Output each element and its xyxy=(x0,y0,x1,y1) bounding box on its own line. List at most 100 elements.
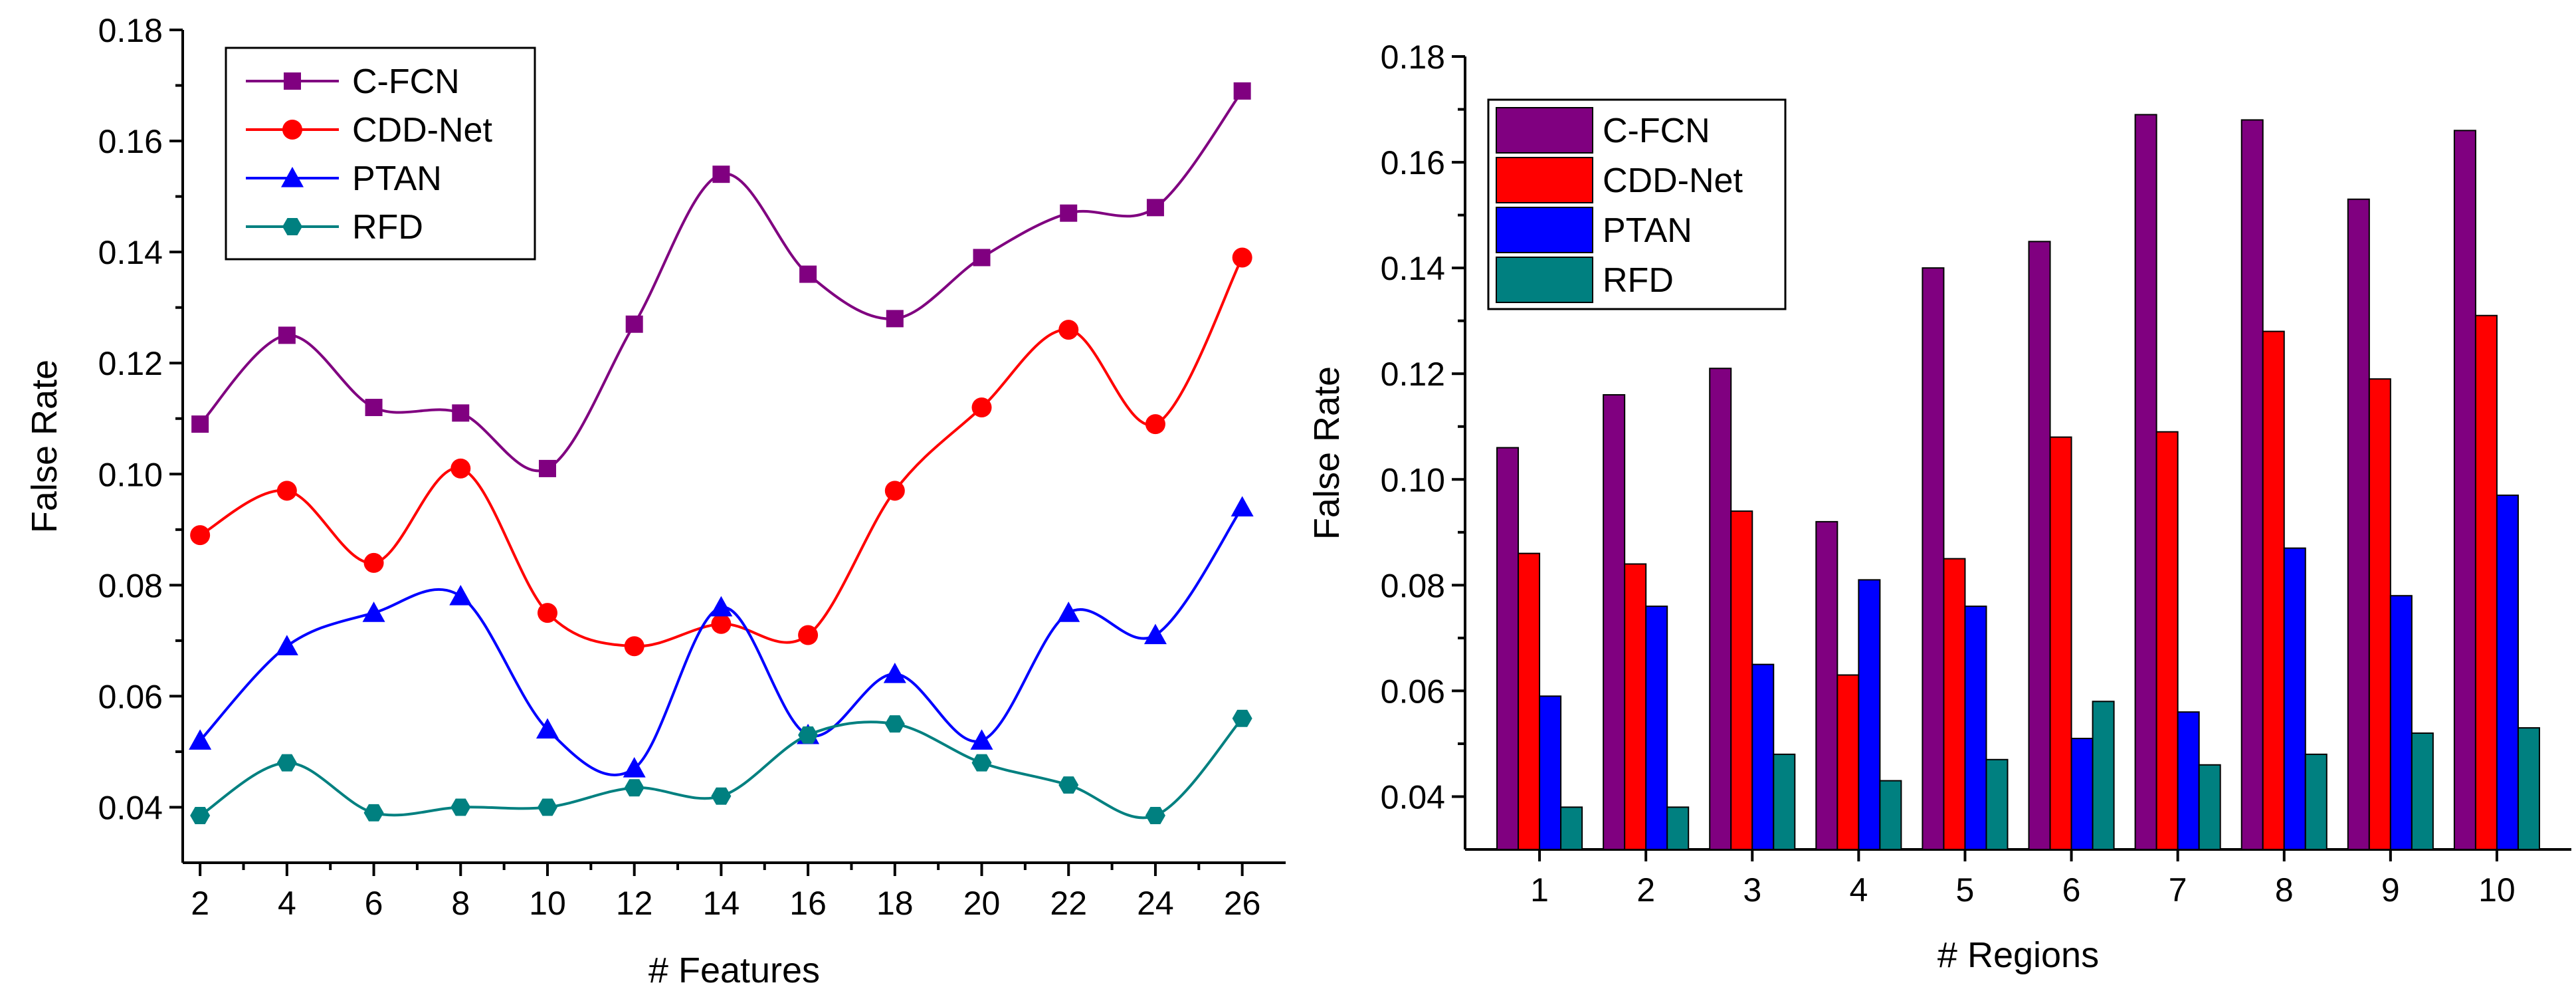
x-tick-label: 7 xyxy=(2169,871,2187,909)
y-axis-title: False Rate xyxy=(1307,366,1347,540)
data-point xyxy=(623,756,646,778)
x-tick-label: 14 xyxy=(703,885,740,922)
bar-ptan xyxy=(1539,695,1562,851)
data-point xyxy=(276,481,297,501)
legend-label: PTAN xyxy=(352,160,442,198)
bar-ptan xyxy=(1645,606,1668,850)
data-point xyxy=(712,166,730,183)
data-point xyxy=(536,718,559,739)
data-point xyxy=(711,613,732,634)
bar-cdd-net xyxy=(2155,431,2179,850)
bar-cdd-net xyxy=(1518,552,1541,850)
bar-c-fcn xyxy=(1815,520,1838,850)
y-tick-label: 0.16 xyxy=(1381,144,1445,181)
data-point xyxy=(884,481,905,501)
bar-ptan xyxy=(2070,737,2094,850)
bar-c-fcn xyxy=(2240,119,2264,851)
y-tick-label: 0.04 xyxy=(1381,778,1445,816)
bar-chart-regions: 0.04 0.06 0.08 0.10 0.12 0.14 0.16 0.18 1 2 3 4 5 6 7 8… xyxy=(1289,0,2576,994)
legend-label: CDD-Net xyxy=(352,111,492,150)
data-point xyxy=(798,625,819,645)
series-cdd-net xyxy=(190,247,1252,657)
data-point xyxy=(190,525,211,546)
bar-rfd xyxy=(2411,732,2434,850)
bar-ptan xyxy=(2389,595,2413,850)
y-tick-label: 0.18 xyxy=(98,12,163,49)
data-point xyxy=(1058,320,1079,340)
line-chart-svg: 0.040.060.080.100.120.140.160.182 4 6 8 10 12… xyxy=(25,12,1286,990)
y-tick-label: 0.10 xyxy=(1381,461,1445,498)
x-tick-label: 22 xyxy=(1050,885,1087,922)
bar-rfd xyxy=(2517,727,2540,851)
x-tick-label: 2 xyxy=(191,885,209,922)
x-tick-label: 10 xyxy=(2478,871,2516,909)
x-tick-label: 24 xyxy=(1137,885,1174,922)
x-tick-label: 1 xyxy=(1530,871,1549,909)
bar-cdd-net xyxy=(2474,314,2498,851)
data-point xyxy=(278,326,296,344)
bar-c-fcn xyxy=(1922,267,1945,850)
legend-marker xyxy=(281,167,304,187)
bar-cdd-net xyxy=(2049,436,2072,850)
x-tick-label: 2 xyxy=(1636,871,1655,909)
legend-label: CDD-Net xyxy=(1603,162,1743,200)
bar-ptan xyxy=(1964,606,1987,850)
x-tick-label: 6 xyxy=(2062,871,2081,909)
data-point xyxy=(190,807,211,824)
data-point xyxy=(189,729,212,750)
x-tick-label: 20 xyxy=(963,885,1001,922)
y-tick-label: 0.18 xyxy=(1381,39,1445,76)
legend-swatch xyxy=(1496,257,1593,303)
legend-swatch xyxy=(1496,207,1593,253)
data-point xyxy=(798,726,819,744)
x-tick-label: 16 xyxy=(789,885,827,922)
x-tick-label: 3 xyxy=(1743,871,1761,909)
bar-ptan xyxy=(2283,547,2306,850)
legend-swatch xyxy=(1496,107,1593,154)
x-tick-label: 9 xyxy=(2381,871,2400,909)
x-tick-label: 5 xyxy=(1956,871,1975,909)
data-point xyxy=(710,596,733,617)
data-point xyxy=(799,265,817,283)
legend-marker xyxy=(282,120,302,140)
legend-label: PTAN xyxy=(1603,211,1692,250)
x-tick-label: 26 xyxy=(1224,885,1261,922)
y-tick-label: 0.14 xyxy=(1381,250,1445,287)
data-point xyxy=(449,585,472,606)
x-tick-label: 4 xyxy=(1849,871,1868,909)
data-point xyxy=(191,415,209,433)
y-tick-label: 0.08 xyxy=(1381,567,1445,604)
data-point xyxy=(625,315,643,333)
y-axis-title: False Rate xyxy=(25,360,64,533)
bar-cdd-net xyxy=(1836,674,1860,850)
x-tick-label: 8 xyxy=(451,885,470,922)
data-point xyxy=(1146,199,1164,217)
legend-swatch xyxy=(1496,157,1593,203)
bar-rfd xyxy=(2304,753,2328,850)
bar-cdd-net xyxy=(1730,510,1753,851)
series-line xyxy=(199,506,1244,776)
data-point xyxy=(886,310,904,328)
y-tick-label: 0.08 xyxy=(98,567,163,604)
x-tick-label: 4 xyxy=(278,885,296,922)
bar-c-fcn xyxy=(1603,394,1626,850)
bar-c-fcn xyxy=(2134,114,2157,850)
x-axis-title: # Regions xyxy=(1937,935,2099,975)
data-point xyxy=(275,635,298,655)
data-point xyxy=(363,804,384,822)
bar-rfd xyxy=(2092,701,2115,850)
data-point xyxy=(537,798,557,816)
bar-ptan xyxy=(2177,711,2200,851)
bar-rfd xyxy=(2198,764,2221,851)
data-point xyxy=(537,603,557,623)
bar-c-fcn xyxy=(2028,241,2051,851)
legend-label: RFD xyxy=(352,208,423,247)
x-axis-title: # Features xyxy=(648,950,820,990)
bar-ptan xyxy=(1751,663,1775,851)
y-tick-label: 0.10 xyxy=(98,456,163,493)
x-tick-label: 6 xyxy=(365,885,383,922)
data-point xyxy=(624,636,644,657)
y-tick-label: 0.14 xyxy=(98,234,163,271)
legend-label: RFD xyxy=(1603,261,1674,300)
bar-cdd-net xyxy=(1624,563,1647,851)
